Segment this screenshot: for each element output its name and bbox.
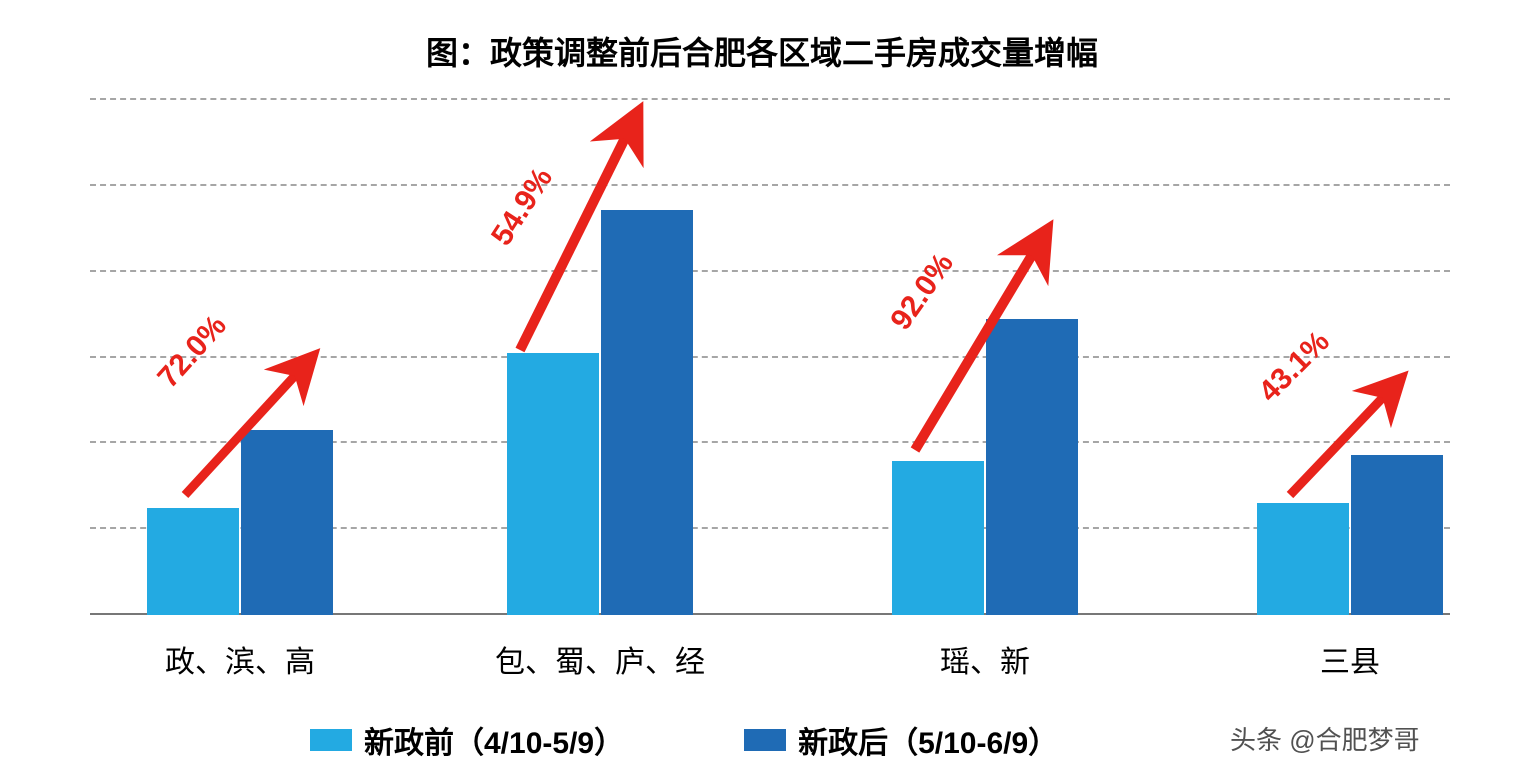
x-axis-label: 瑶、新	[835, 637, 1135, 681]
legend-item-after: 新政后（5/10-6/9）	[744, 718, 1058, 762]
legend-label-before: 新政前（4/10-5/9）	[364, 718, 624, 762]
legend-swatch-before	[310, 729, 352, 751]
x-axis-label: 三县	[1200, 637, 1500, 681]
increase-arrows	[90, 100, 1450, 615]
watermark-text: 头条 @合肥梦哥	[1230, 720, 1420, 757]
legend-label-after: 新政后（5/10-6/9）	[798, 718, 1058, 762]
legend-item-before: 新政前（4/10-5/9）	[310, 718, 624, 762]
chart-title: 图：政策调整前后合肥各区域二手房成交量增幅	[0, 0, 1524, 74]
x-axis-label: 政、滨、高	[90, 637, 390, 681]
x-axis-label: 包、蜀、庐、经	[450, 637, 750, 681]
legend-swatch-after	[744, 729, 786, 751]
